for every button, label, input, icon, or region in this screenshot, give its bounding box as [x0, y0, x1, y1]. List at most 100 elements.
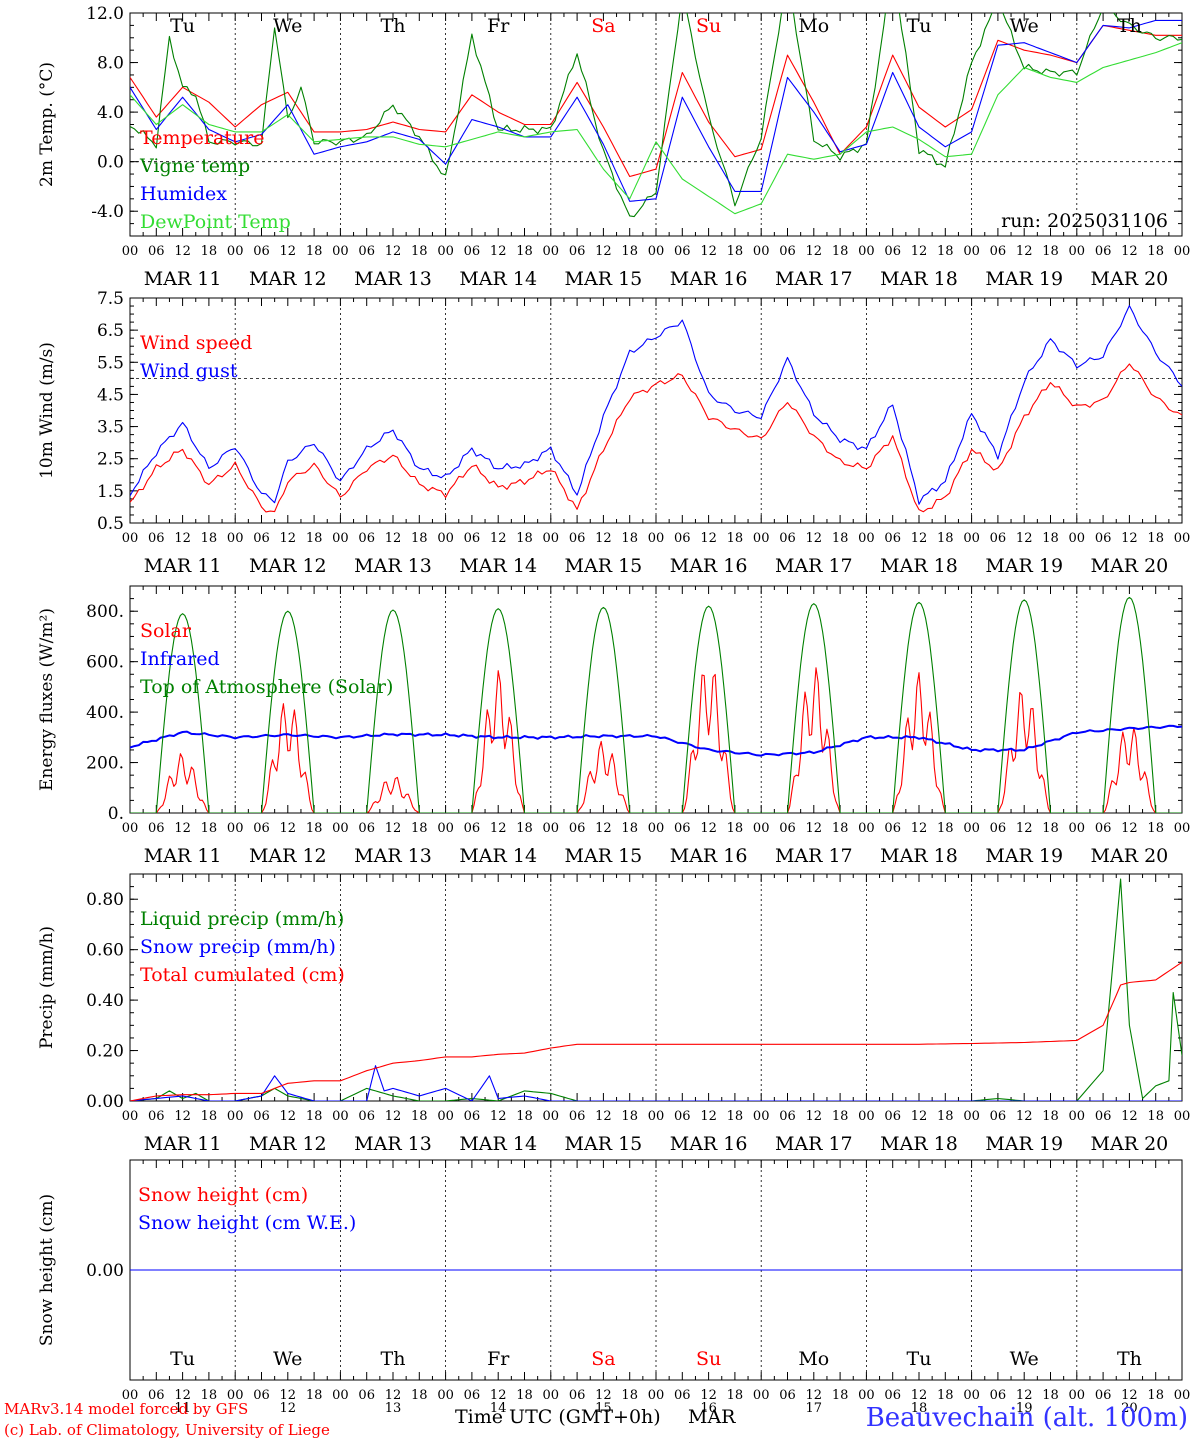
x-tick-label: 18	[306, 244, 323, 259]
day-label: MAR 19	[985, 845, 1063, 867]
y-axis-label: Snow height (cm)	[37, 1194, 57, 1346]
credit-line-1: MARv3.14 model forced by GFS	[4, 1400, 248, 1418]
run-label: run: 2025031106	[1001, 210, 1168, 232]
x-tick-label: 18	[516, 1109, 533, 1124]
weekday-label: Fr	[487, 1348, 510, 1370]
x-tick-label: 18	[306, 531, 323, 546]
x-tick-label: 06	[779, 531, 796, 546]
x-tick-label: 06	[148, 531, 165, 546]
x-tick-label: 18	[621, 1109, 638, 1124]
y-tick-label: 0.40	[86, 991, 124, 1011]
x-tick-label: 12	[1121, 1109, 1138, 1124]
weekday-label: Su	[696, 1348, 721, 1370]
legend-entry: Infrared	[140, 648, 220, 670]
x-tick-label: 18	[201, 531, 218, 546]
x-tick-label: 06	[1095, 1388, 1112, 1403]
x-tick-label: 12	[385, 531, 402, 546]
x-tick-label: 12	[280, 244, 297, 259]
panel-4: 0.00 0.20 0.40 0.60 0.80 Precip (mm/h) 00 06 12 1…	[37, 873, 1190, 1155]
y-tick-label: 5.5	[97, 353, 124, 373]
x-tick-label: 12	[490, 244, 507, 259]
y-axis-label: 2m Temp. (°C)	[37, 62, 57, 187]
day-label: MAR 13	[354, 268, 432, 290]
series-line-2	[130, 724, 1182, 757]
x-tick-label: 18	[306, 821, 323, 836]
y-tick-label: 2.5	[97, 450, 124, 470]
x-tick-label: 06	[358, 1109, 375, 1124]
x-tick-label: 18	[1147, 821, 1164, 836]
x-tick-label: 12	[280, 821, 297, 836]
x-tick-label: 06	[884, 244, 901, 259]
series-group	[130, 13, 1182, 218]
y-tick-label: 1.5	[97, 482, 124, 502]
x-tick-label: 12	[1016, 1109, 1033, 1124]
y-tick-label: 7.5	[97, 289, 124, 309]
weekday-label: Mo	[798, 1348, 829, 1370]
x-tick-label: 12	[1016, 244, 1033, 259]
day-label: MAR 12	[249, 1133, 327, 1155]
panel-3: 0. 200. 400. 600. 800. Energy fluxes (W/m²) 00…	[37, 585, 1190, 867]
x-tick-label: 18	[201, 1109, 218, 1124]
day-number-label: 15	[595, 1401, 612, 1416]
y-tick-label: 4.5	[97, 385, 124, 405]
x-tick-label: 18	[201, 244, 218, 259]
x-tick-label: 00	[648, 244, 665, 259]
series-group	[130, 878, 1182, 1101]
day-label: MAR 15	[565, 845, 643, 867]
x-tick-label: 06	[779, 244, 796, 259]
x-tick-label: 12	[595, 1109, 612, 1124]
x-tick-label: 00	[1069, 531, 1086, 546]
x-tick-label: 00	[437, 821, 454, 836]
day-label: MAR 16	[670, 555, 748, 577]
x-tick-label: 00	[1069, 1388, 1086, 1403]
x-tick-label: 00	[332, 531, 349, 546]
x-tick-label: 06	[1095, 821, 1112, 836]
series-line-3	[130, 961, 1182, 1101]
y-tick-label: 0.80	[86, 890, 124, 910]
panel-5: 0.00 Snow height (cm) 00 06 12 18 00 06 12 18 00 06…	[37, 1159, 1190, 1403]
x-tick-label: 06	[569, 244, 586, 259]
legend-entry: Snow height (cm)	[138, 1184, 308, 1206]
x-tick-label: 12	[595, 821, 612, 836]
x-tick-label: 00	[332, 1109, 349, 1124]
x-tick-label: 00	[227, 531, 244, 546]
x-tick-label: 06	[990, 821, 1007, 836]
x-tick-label: 12	[700, 244, 717, 259]
x-tick-label: 18	[832, 821, 849, 836]
x-tick-label: 12	[911, 531, 928, 546]
x-tick-label: 06	[148, 821, 165, 836]
weekday-label: We	[1010, 1348, 1039, 1370]
x-tick-label: 00	[858, 821, 875, 836]
x-tick-label: 18	[516, 531, 533, 546]
x-tick-label: 18	[937, 244, 954, 259]
legend-entry: Top of Atmosphere (Solar)	[140, 676, 393, 698]
x-tick-label: 18	[1042, 1388, 1059, 1403]
x-tick-label: 06	[674, 531, 691, 546]
x-tick-label: 18	[937, 1388, 954, 1403]
x-tick-label: 12	[595, 244, 612, 259]
legend-entry: Liquid precip (mm/h)	[140, 908, 344, 930]
x-tick-label: 06	[148, 1109, 165, 1124]
x-tick-label: 00	[332, 821, 349, 836]
panel-2: 0.5 1.5 2.5 3.5 4.5 5.5 6.5 7.5 10m Wind (m/s) 00…	[37, 289, 1190, 577]
legend-entry: Solar	[140, 620, 192, 642]
x-tick-label: 00	[963, 244, 980, 259]
x-tick-label: 12	[700, 1388, 717, 1403]
x-tick-label: 00	[1174, 244, 1191, 259]
day-number-label: 13	[385, 1401, 402, 1416]
x-tick-label: 12	[911, 244, 928, 259]
x-tick-label: 00	[122, 1388, 139, 1403]
x-tick-label: 12	[1121, 244, 1138, 259]
x-tick-label: 00	[543, 1388, 560, 1403]
x-tick-label: 00	[648, 1388, 665, 1403]
y-tick-label: 0.00	[86, 1092, 124, 1112]
x-tick-label: 12	[595, 1388, 612, 1403]
x-tick-label: 12	[490, 821, 507, 836]
x-tick-label: 00	[437, 531, 454, 546]
y-axis-label: Energy fluxes (W/m²)	[37, 608, 57, 791]
x-tick-label: 00	[1069, 244, 1086, 259]
x-tick-label: 18	[1147, 244, 1164, 259]
day-number-label: 11	[174, 1401, 191, 1416]
x-tick-label: 00	[1069, 1109, 1086, 1124]
day-label: MAR 19	[985, 268, 1063, 290]
